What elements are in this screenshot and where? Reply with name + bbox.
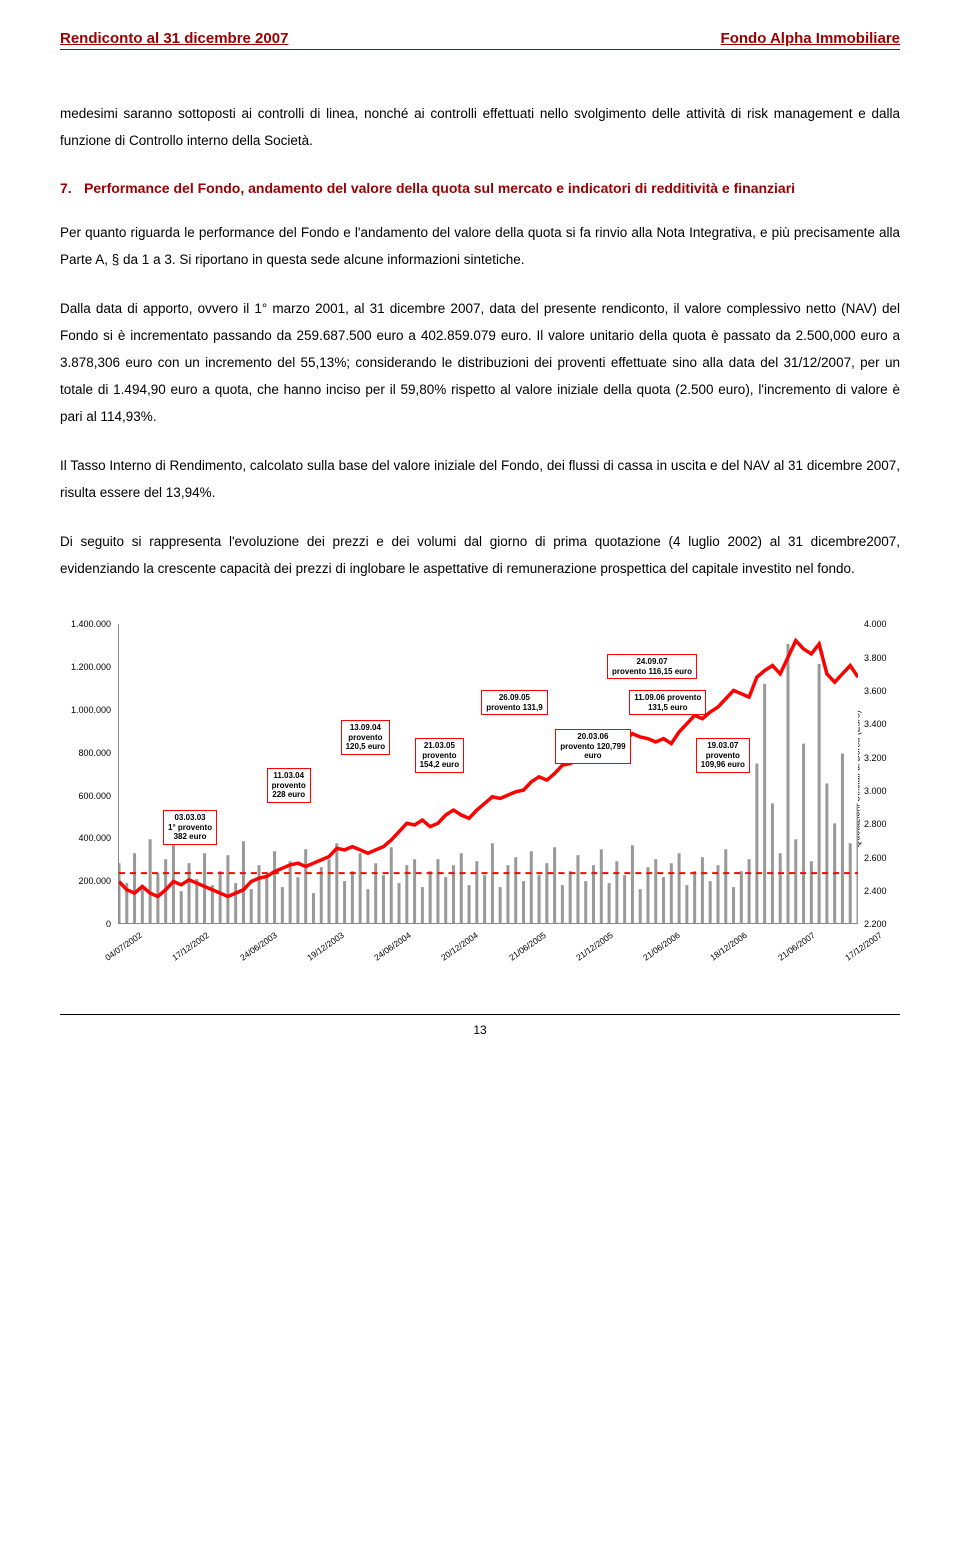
x-tick: 21/06/2007 (762, 930, 817, 973)
chart-annotation: 11.03.04provento228 euro (267, 768, 311, 803)
chart-annotation: 26.09.05provento 131,9 (481, 690, 547, 715)
chart-annotation: 20.03.06provento 120,799euro (555, 729, 630, 764)
y-right-tick: 3.600 (864, 686, 887, 696)
x-tick: 17/12/2007 (829, 930, 884, 973)
chart-annotation: 13.09.04provento120,5 euro (341, 720, 391, 755)
paragraph-4: Il Tasso Interno di Rendimento, calcolat… (60, 452, 900, 506)
x-tick: 17/12/2002 (156, 930, 211, 973)
x-tick: 04/07/2002 (89, 930, 144, 973)
y-left-tick: 600.000 (78, 791, 111, 801)
header-left: Rendiconto al 31 dicembre 2007 (60, 30, 288, 47)
chart-annotation: 03.03.031° provento382 euro (163, 810, 217, 845)
x-tick: 21/06/2006 (627, 930, 682, 973)
x-tick: 20/12/2004 (425, 930, 480, 973)
y-left-tick: 1.200.000 (71, 662, 111, 672)
y-right-tick: 4.000 (864, 619, 887, 629)
chart-annotation: 11.09.06 provento131,5 euro (629, 690, 706, 715)
page-footer: 13 (60, 1014, 900, 1037)
x-tick: 21/06/2005 (492, 930, 547, 973)
paragraph-5: Di seguito si rappresenta l'evoluzione d… (60, 528, 900, 582)
chart-annotation: 24.09.07provento 116,15 euro (607, 654, 697, 679)
y-right-tick: 2.800 (864, 819, 887, 829)
x-tick: 24/06/2003 (223, 930, 278, 973)
header-right: Fondo Alpha Immobiliare (721, 30, 900, 47)
y-right-tick: 3.000 (864, 786, 887, 796)
y-left-tick: 0 (106, 919, 111, 929)
paragraph-3: Dalla data di apporto, ovvero il 1° marz… (60, 295, 900, 430)
y-left-tick: 400.000 (78, 833, 111, 843)
x-axis-labels: 04/07/200217/12/200224/06/200319/12/2003… (118, 926, 858, 976)
chart-annotation: 19.03.07provento109,96 euro (696, 738, 750, 773)
paragraph-intro: medesimi saranno sottoposti ai controlli… (60, 100, 900, 154)
page-header: Rendiconto al 31 dicembre 2007 Fondo Alp… (60, 30, 900, 50)
x-tick: 19/12/2003 (291, 930, 346, 973)
page-number: 13 (473, 1023, 486, 1037)
y-right-tick: 2.200 (864, 919, 887, 929)
y-left-tick: 1.400.000 (71, 619, 111, 629)
paragraph-2: Per quanto riguarda le performance del F… (60, 219, 900, 273)
section-number: 7. (60, 176, 84, 201)
y-left-tick: 1.000.000 (71, 705, 111, 715)
section-7-title: 7.Performance del Fondo, andamento del v… (60, 176, 900, 201)
y-right-tick: 3.200 (864, 753, 887, 763)
y-left-axis-labels: 1.400.0001.200.0001.000.000800.000600.00… (60, 624, 115, 924)
y-left-tick: 200.000 (78, 876, 111, 886)
y-right-axis-labels: 4.0003.8003.6003.4003.2003.0002.8002.600… (860, 624, 900, 924)
plot-area: 03.03.031° provento382 euro 11.03.04prove… (118, 624, 858, 924)
x-tick: 18/12/2006 (694, 930, 749, 973)
x-tick: 24/06/2004 (358, 930, 413, 973)
price-volume-chart: Controvalore medio giornaliero degli sca… (60, 604, 900, 984)
x-tick: 21/12/2005 (560, 930, 615, 973)
y-right-tick: 3.400 (864, 719, 887, 729)
chart-annotation: 21.03.05provento154,2 euro (415, 738, 465, 773)
y-left-tick: 800.000 (78, 748, 111, 758)
y-right-tick: 2.600 (864, 853, 887, 863)
y-right-tick: 2.400 (864, 886, 887, 896)
section-title-text: Performance del Fondo, andamento del val… (84, 180, 795, 196)
y-right-tick: 3.800 (864, 653, 887, 663)
